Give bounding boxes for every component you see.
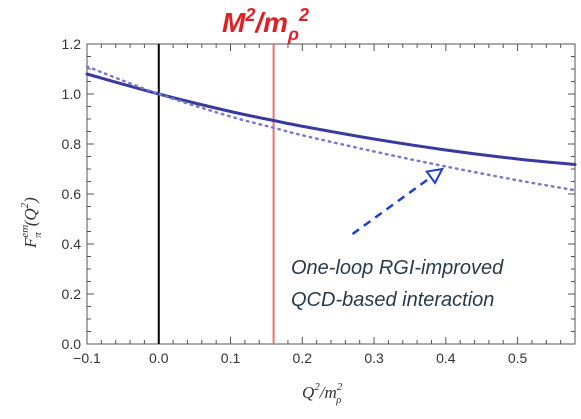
x-tick-label: 0.0 — [149, 350, 169, 366]
y-tick-label: 0.4 — [62, 236, 82, 252]
y-tick-label: 1.2 — [62, 36, 82, 52]
arrow-shaft — [351, 176, 432, 236]
x-tick-label: 0.4 — [436, 350, 456, 366]
annotation-line-1: One-loop RGI-improved — [291, 257, 504, 279]
x-tick-labels: −0.1 0.0 0.1 0.2 0.3 0.4 0.5 — [73, 350, 527, 366]
y-tick-label: 1.0 — [62, 86, 82, 102]
y-tick-label: 0.2 — [62, 286, 82, 302]
y-tick-label: 0.6 — [62, 186, 82, 202]
x-tick-label: −0.1 — [73, 350, 101, 366]
chart-title: M2/mρ2 — [222, 5, 309, 44]
solid-series-line — [85, 72, 577, 166]
x-tick-label: 0.3 — [364, 350, 384, 366]
annotation-line-2: QCD-based interaction — [291, 289, 494, 311]
arrow-head — [425, 167, 445, 185]
y-axis-title: Femπ(Q2) — [19, 197, 44, 249]
x-tick-label: 0.1 — [221, 350, 241, 366]
y-tick-labels: 0.0 0.2 0.4 0.6 0.8 1.0 1.2 — [62, 36, 82, 352]
x-tick-label: 0.2 — [293, 350, 313, 366]
series-lines — [85, 65, 577, 192]
dotted-series-line — [85, 65, 577, 192]
vertical-lines — [157, 44, 275, 344]
y-tick-label: 0.8 — [62, 136, 82, 152]
x-axis-title: Q2/m2 ρ — [302, 381, 343, 406]
x-tick-label: 0.5 — [508, 350, 528, 366]
y-tick-label: 0.0 — [62, 336, 82, 352]
annotation-arrow — [351, 167, 445, 236]
